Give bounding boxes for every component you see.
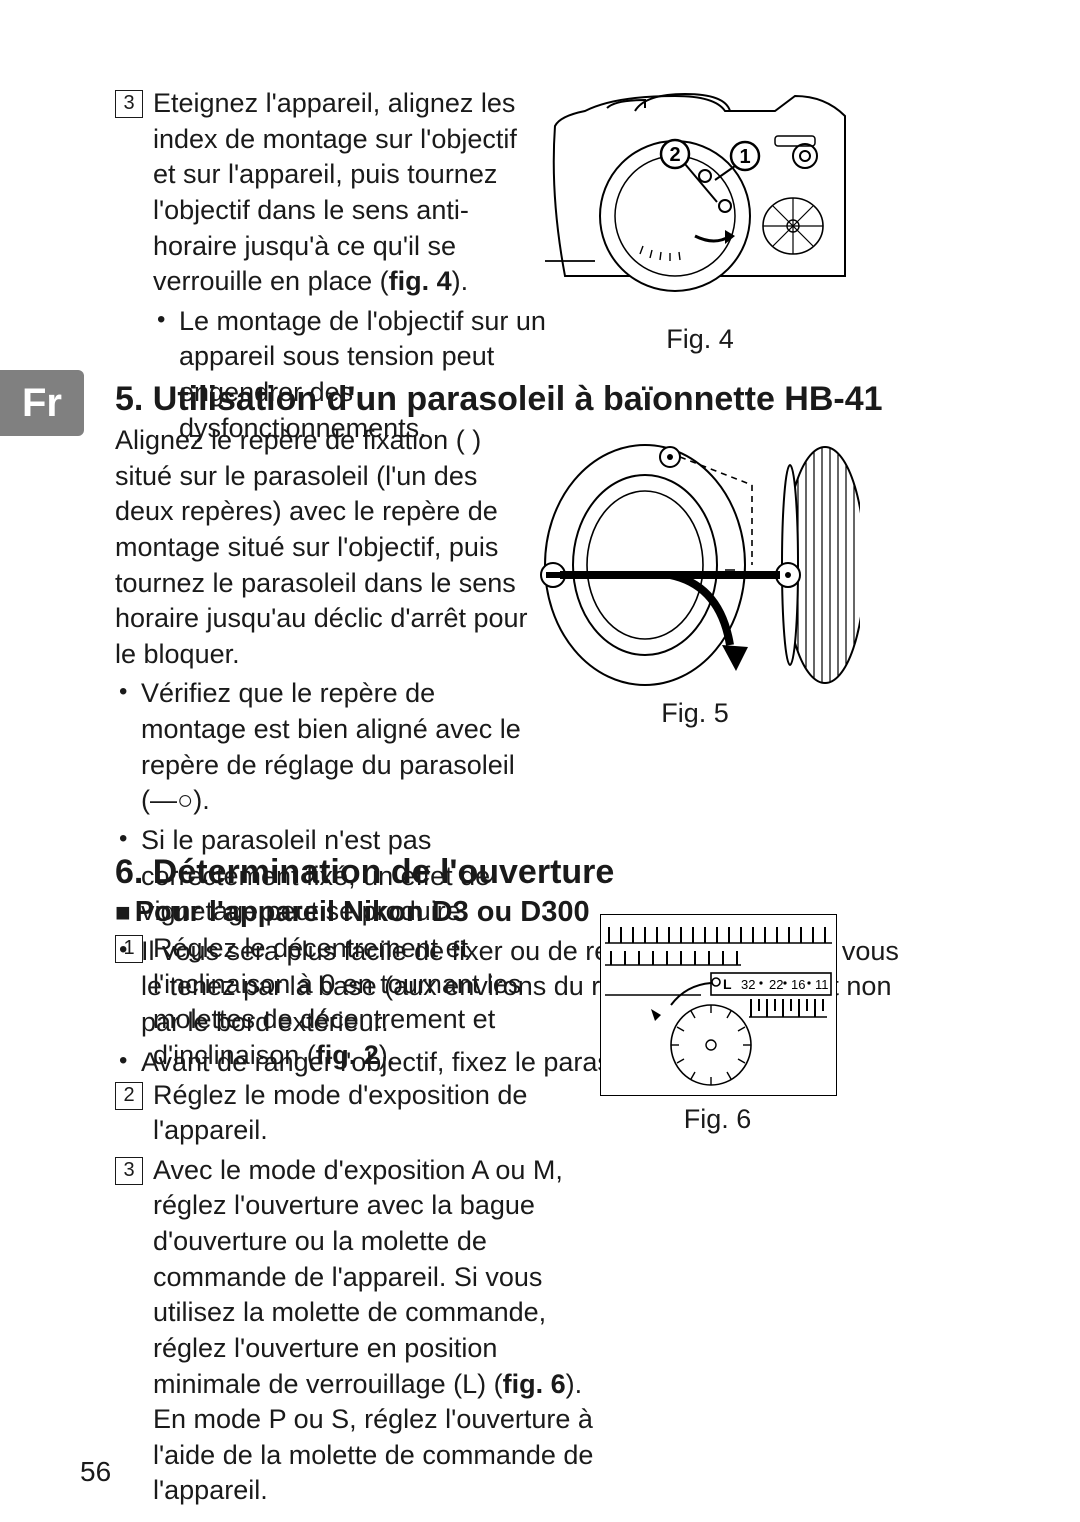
language-tab: Fr bbox=[0, 370, 84, 436]
section-6: 6. Détermination de l'ouverture Pour l'a… bbox=[115, 853, 1035, 1509]
section6-sub: Pour l'appareil Nikon D3 ou D300 bbox=[115, 896, 1035, 929]
fig6-caption: Fig. 6 bbox=[600, 1104, 835, 1135]
figure-5: Fig. 5 bbox=[530, 425, 860, 729]
step-3-row: 3 Eteignez l'appareil, alignez les index… bbox=[115, 86, 535, 300]
step-number-box: 3 bbox=[115, 90, 143, 118]
fig6-scale-16: 16 bbox=[791, 977, 805, 992]
s6-step3: 3 Avec le mode d'exposition A ou M, régl… bbox=[115, 1153, 605, 1509]
step-3-text: Eteignez l'appareil, alignez les index d… bbox=[153, 86, 535, 300]
section5-title: 5. Utilisation d'un parasoleil à baïonne… bbox=[115, 380, 1035, 419]
s6-step1-text: Réglez le décentrement et l'inclinaison … bbox=[153, 931, 585, 1074]
figref-4: fig. 4 bbox=[389, 266, 452, 296]
s6-step2: 2 Réglez le mode d'exposition de l'appar… bbox=[115, 1078, 585, 1149]
fig6-scale-L: L bbox=[723, 976, 732, 992]
step-number-box: 3 bbox=[115, 1157, 143, 1185]
step3-body: Eteignez l'appareil, alignez les index d… bbox=[153, 88, 517, 296]
step-number-box: 2 bbox=[115, 1082, 143, 1110]
section5-intro: Alignez le repère de fixation ( ) situé … bbox=[115, 423, 535, 672]
fig4-label-2: 2 bbox=[669, 144, 680, 166]
fig4-caption: Fig. 4 bbox=[545, 324, 855, 355]
s6-step1: 1 Réglez le décentrement et l'inclinaiso… bbox=[115, 931, 585, 1074]
step3-end: ). bbox=[452, 266, 469, 296]
fig4-label-1: 1 bbox=[739, 146, 750, 168]
fig6-scale-22: 22 bbox=[769, 977, 783, 992]
fig6-scale-11: 11 bbox=[815, 977, 829, 992]
section5-bullet-0: Vérifiez que le repère de montage est bi… bbox=[115, 676, 535, 819]
figure-4: 1 2 Fig. 4 bbox=[545, 86, 855, 355]
figref-2: fig. 2 bbox=[316, 1040, 379, 1070]
figure-6-svg: L 32 22 16 11 bbox=[601, 915, 836, 1095]
page-number: 56 bbox=[80, 1456, 111, 1488]
figure-5-svg bbox=[530, 425, 860, 690]
fig5-caption: Fig. 5 bbox=[530, 698, 860, 729]
step-number-box: 1 bbox=[115, 935, 143, 963]
manual-page: Fr 3 Eteignez l'appareil, alignez les in… bbox=[0, 0, 1080, 1522]
figure-4-svg: 1 2 bbox=[545, 86, 855, 316]
section6-title: 6. Détermination de l'ouverture bbox=[115, 853, 1035, 892]
s6-step3-text: Avec le mode d'exposition A ou M, réglez… bbox=[153, 1153, 605, 1509]
figref-6: fig. 6 bbox=[503, 1369, 566, 1399]
figure-6: L 32 22 16 11 bbox=[600, 914, 860, 1135]
fig6-scale-32: 32 bbox=[741, 977, 755, 992]
s6-s3-body: Avec le mode d'exposition A ou M, réglez… bbox=[153, 1155, 563, 1399]
s6-step2-text: Réglez le mode d'exposition de l'apparei… bbox=[153, 1078, 585, 1149]
fig6-box: L 32 22 16 11 bbox=[600, 914, 837, 1096]
s6-s1-end: ). bbox=[379, 1040, 396, 1070]
